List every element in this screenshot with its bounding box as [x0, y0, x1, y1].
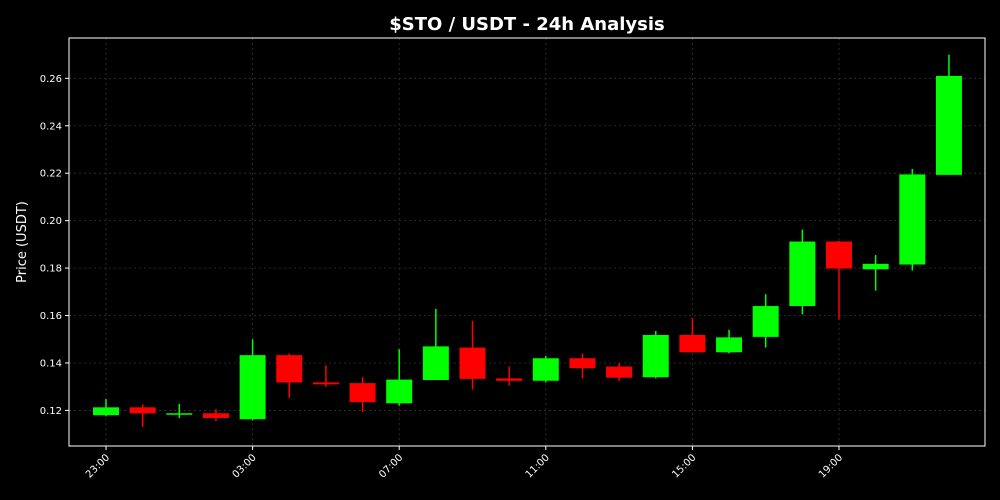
candle-body: [349, 383, 376, 403]
candle-up: [935, 54, 962, 175]
candle-down: [276, 353, 303, 398]
candle-up: [752, 294, 779, 348]
candle-body: [826, 241, 852, 269]
plot-area-frame: [68, 37, 986, 447]
candle-down: [202, 409, 229, 422]
y-tick-label: 0.12: [40, 406, 62, 417]
candles: [93, 54, 962, 428]
candle-up: [386, 349, 413, 406]
candle-body: [93, 407, 119, 416]
candle-down: [826, 240, 852, 320]
candle-up: [642, 330, 669, 379]
y-tick-label: 0.14: [40, 358, 62, 369]
y-tick-label: 0.16: [40, 311, 62, 322]
candle-body: [642, 334, 669, 378]
candle-body: [166, 413, 193, 415]
chart-title: $STO / USDT - 24h Analysis: [389, 14, 665, 35]
candle-body: [569, 358, 596, 369]
candle-down: [496, 366, 523, 386]
candle-body: [532, 358, 559, 381]
candle-down: [349, 377, 376, 413]
candle-body: [276, 355, 303, 383]
candle-up: [422, 308, 449, 381]
candle-down: [459, 320, 486, 390]
candle-up: [789, 229, 816, 315]
candle-down: [679, 317, 706, 353]
candle-body: [239, 355, 266, 420]
y-tick-label: 0.18: [40, 264, 62, 275]
candle-up: [166, 403, 193, 419]
candle-down: [129, 404, 156, 428]
candle-body: [459, 347, 486, 379]
candle-up: [532, 355, 559, 383]
candle-body: [422, 346, 449, 381]
candle-body: [312, 382, 339, 385]
candle-up: [862, 255, 889, 291]
candle-body: [496, 378, 523, 381]
candle-body: [752, 306, 779, 337]
candle-body: [789, 241, 816, 307]
candle-body: [129, 407, 156, 414]
candle-body: [862, 263, 889, 270]
candle-down: [312, 365, 339, 387]
y-tick-label: 0.20: [40, 216, 62, 227]
candle-body: [716, 337, 743, 353]
candle-up: [239, 339, 266, 421]
candle-body: [899, 174, 926, 265]
y-tick-label: 0.26: [40, 74, 62, 85]
candle-body: [935, 75, 962, 175]
candle-up: [716, 329, 743, 354]
candle-body: [202, 413, 229, 419]
candle-up: [899, 168, 926, 271]
candle-up: [93, 399, 119, 417]
y-tick-label: 0.22: [40, 169, 62, 180]
y-axis-label: Price (USDT): [15, 201, 30, 283]
y-axis: 0.12 0.14 0.16 0.18 0.20 0.22 0.24 0.26: [40, 74, 69, 417]
candle-down: [606, 362, 633, 381]
candle-down: [569, 353, 596, 379]
candle-body: [606, 366, 633, 378]
candle-body: [386, 379, 413, 404]
candle-body: [679, 334, 706, 353]
y-tick-label: 0.24: [40, 121, 62, 132]
